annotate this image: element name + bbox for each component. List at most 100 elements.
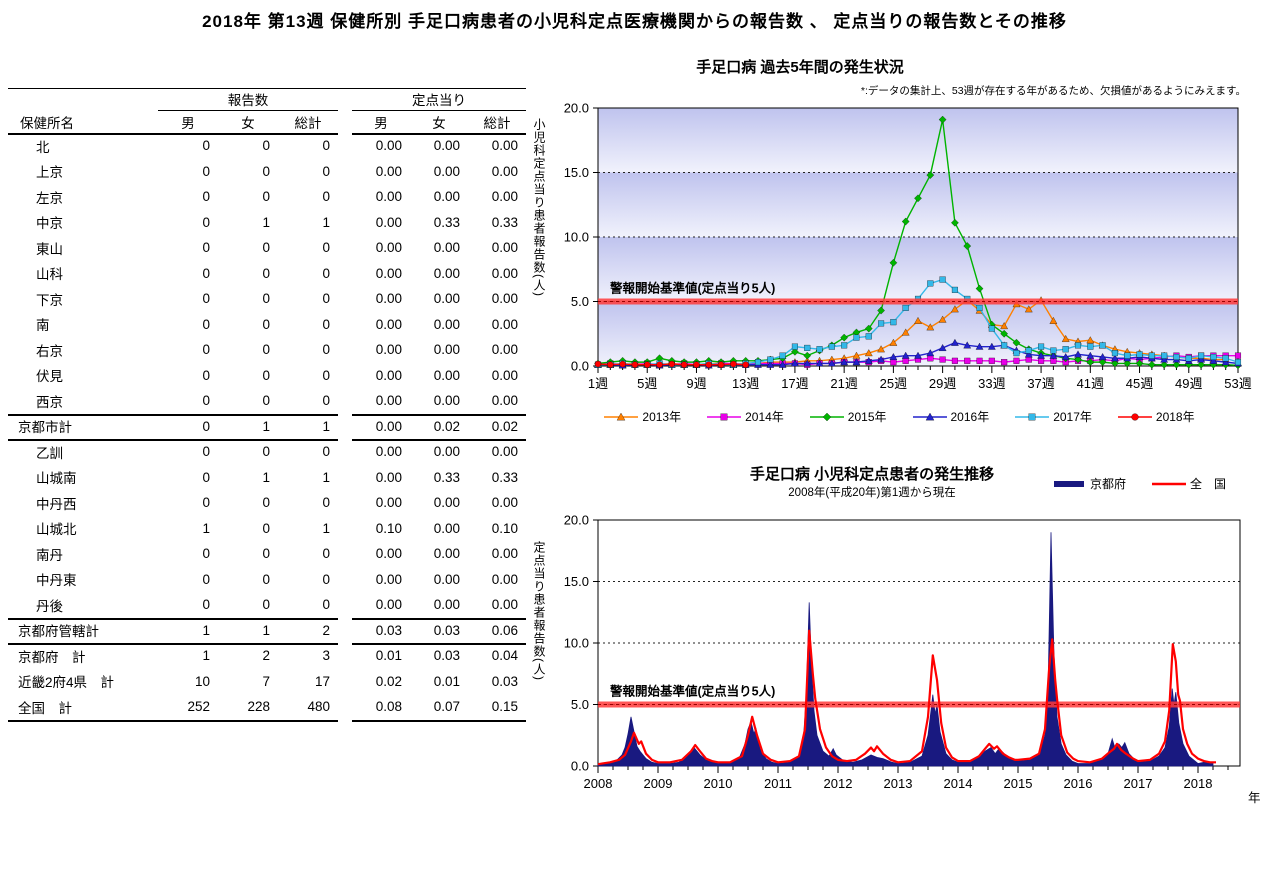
- row-name: 山城南: [36, 471, 77, 487]
- cell-value: 2: [322, 622, 330, 638]
- cell-value: 0: [202, 240, 210, 256]
- chart2-legend: 京都府 全 国: [1052, 475, 1226, 492]
- table-row: 山科 0 0 0 0.00 0.00 0.00: [8, 261, 526, 287]
- cell-value: 1: [202, 520, 210, 536]
- cell-value: 0.00: [433, 444, 460, 460]
- cell-value: 0: [202, 367, 210, 383]
- legend-item: 全 国: [1152, 475, 1226, 492]
- cell-value: 0.00: [491, 571, 518, 587]
- cell-value: 0: [202, 495, 210, 511]
- cell-value: 0: [322, 291, 330, 307]
- svg-text:2018: 2018: [1184, 776, 1213, 791]
- cell-value: 0.00: [491, 316, 518, 332]
- cell-value: 0: [262, 393, 270, 409]
- cell-value: 1: [322, 520, 330, 536]
- column-header-0: 男: [181, 115, 195, 131]
- cell-value: 0.00: [375, 316, 402, 332]
- cell-value: 0: [262, 163, 270, 179]
- table-row: 中京 0 1 1 0.00 0.33 0.33: [8, 210, 526, 236]
- cell-value: 0.00: [433, 265, 460, 281]
- cell-value: 0.00: [433, 571, 460, 587]
- table-row: 右京 0 0 0 0.00 0.00 0.00: [8, 337, 526, 363]
- cell-value: 0.00: [433, 367, 460, 383]
- cell-value: 0: [322, 265, 330, 281]
- legend-label: 2018年: [1155, 410, 1195, 424]
- cell-value: 0.00: [433, 138, 460, 154]
- group-header-per-sentinel: 定点当り: [352, 89, 526, 111]
- cell-value: 0: [322, 495, 330, 511]
- row-name: 北: [36, 139, 50, 155]
- cell-value: 0.00: [491, 291, 518, 307]
- cell-value: 0: [262, 495, 270, 511]
- svg-text:5.0: 5.0: [571, 697, 589, 712]
- cell-value: 0.10: [491, 520, 518, 536]
- cell-value: 0.00: [491, 189, 518, 205]
- chart1-legend: 2013年 2014年 2015年 2016年 2017年 2018年: [530, 408, 1269, 425]
- cell-value: 0.00: [433, 316, 460, 332]
- row-name: 中丹西: [36, 496, 77, 512]
- cell-value: 0: [202, 597, 210, 613]
- cell-value: 0: [202, 342, 210, 358]
- legend-label: 2014年: [745, 410, 784, 424]
- cell-value: 0: [322, 546, 330, 562]
- table-row: 全国 計 252 228 480 0.08 0.07 0.15: [8, 694, 526, 720]
- five-year-weekly-chart: 手足口病 過去5年間の発生状況 *:データの集計上、53週が存在する年があるため…: [530, 50, 1269, 450]
- cell-value: 0.00: [375, 444, 402, 460]
- cell-value: 0.00: [433, 520, 460, 536]
- row-name: 山城北: [36, 522, 77, 538]
- column-header-name: 保健所名: [20, 115, 74, 131]
- row-name: 東山: [36, 241, 63, 257]
- svg-text:10.0: 10.0: [564, 636, 589, 651]
- legend-label: 2013年: [642, 410, 682, 424]
- cell-value: 0.00: [375, 138, 402, 154]
- chart1-y-axis-label: 小児科定点当り患者報告数(人): [532, 118, 546, 297]
- cell-value: 0.00: [375, 571, 402, 587]
- row-name: 全国 計: [18, 700, 72, 716]
- svg-text:21週: 21週: [830, 376, 857, 391]
- table-row: 東山 0 0 0 0.00 0.00 0.00: [8, 235, 526, 261]
- svg-text:9週: 9週: [686, 376, 706, 391]
- table-row: 北 0 0 0 0.00 0.00 0.00: [8, 133, 526, 159]
- cell-value: 0.00: [433, 546, 460, 562]
- cell-value: 0: [262, 444, 270, 460]
- row-name: 上京: [36, 165, 63, 181]
- cell-value: 0: [322, 571, 330, 587]
- svg-text:15.0: 15.0: [564, 165, 589, 180]
- cell-value: 0: [262, 571, 270, 587]
- cell-value: 0.00: [375, 393, 402, 409]
- cell-value: 0: [322, 316, 330, 332]
- row-name: 京都市計: [18, 420, 72, 436]
- svg-text:29週: 29週: [929, 376, 956, 391]
- svg-text:2015: 2015: [1004, 776, 1033, 791]
- svg-text:25週: 25週: [880, 376, 907, 391]
- cell-value: 0: [262, 316, 270, 332]
- cell-value: 0.00: [491, 597, 518, 613]
- cell-value: 0.00: [491, 367, 518, 383]
- cell-value: 7: [262, 673, 270, 689]
- cell-value: 0.00: [491, 138, 518, 154]
- cell-value: 0.00: [375, 367, 402, 383]
- cell-value: 0.03: [433, 622, 460, 638]
- cell-value: 0: [202, 393, 210, 409]
- svg-text:10.0: 10.0: [564, 230, 589, 245]
- cell-value: 0.33: [491, 214, 518, 230]
- table-row: 山城南 0 1 1 0.00 0.33 0.33: [8, 465, 526, 491]
- legend-item: 2015年: [809, 408, 887, 425]
- cell-value: 0.02: [491, 418, 518, 434]
- cell-value: 0.00: [433, 240, 460, 256]
- svg-text:1週: 1週: [588, 376, 608, 391]
- column-header-2: 総計: [294, 115, 322, 131]
- cell-value: 0.00: [375, 265, 402, 281]
- table-top-rule: [8, 88, 526, 89]
- table-row: 丹後 0 0 0 0.00 0.00 0.00: [8, 592, 526, 618]
- cell-value: 0.00: [433, 597, 460, 613]
- cell-value: 228: [247, 699, 270, 715]
- cell-value: 0.00: [375, 291, 402, 307]
- svg-text:15.0: 15.0: [564, 574, 589, 589]
- table-row: 山城北 1 0 1 0.10 0.00 0.10: [8, 516, 526, 542]
- cell-value: 0: [202, 189, 210, 205]
- svg-text:2011: 2011: [764, 776, 792, 791]
- table-row: 上京 0 0 0 0.00 0.00 0.00: [8, 159, 526, 185]
- cell-value: 480: [307, 699, 330, 715]
